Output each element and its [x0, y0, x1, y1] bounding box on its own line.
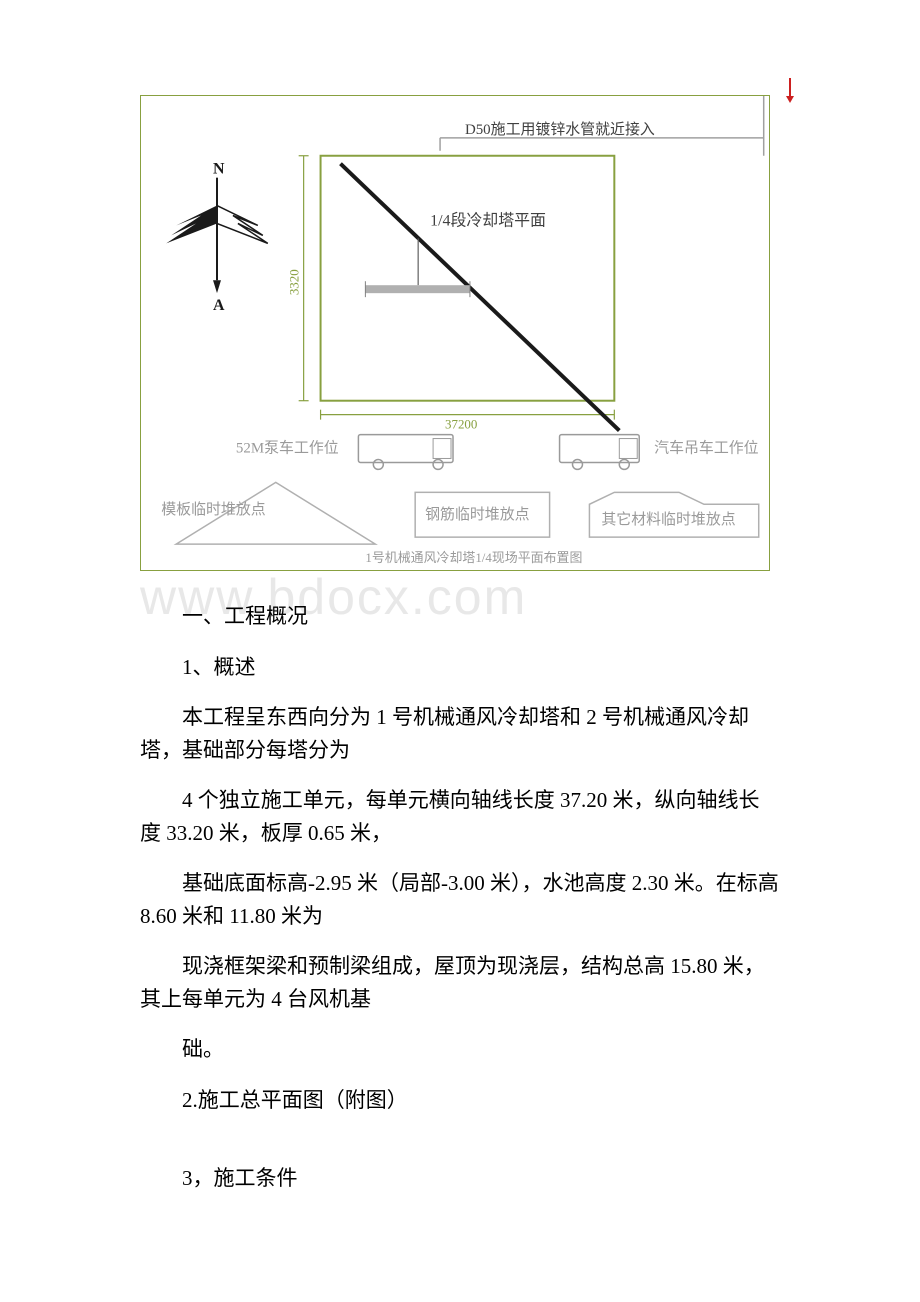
- site-plan-diagram: D50施工用镀锌水管就近接入 N A 1/4段冷却塔平面 3320 37200: [140, 95, 770, 571]
- formwork-pile: 模板临时堆放点: [161, 482, 375, 544]
- water-pipe-label: D50施工用镀锌水管就近接入: [465, 121, 655, 138]
- rebar-pile-label: 钢筋临时堆放点: [425, 506, 530, 523]
- formwork-pile-label: 模板临时堆放点: [161, 500, 266, 518]
- pump-truck: 52M泵车工作位: [236, 435, 453, 470]
- plan-rect: [321, 156, 615, 401]
- other-pile-label: 其它材料临时堆放点: [601, 510, 735, 528]
- paragraph-2: 4 个独立施工单元，每单元横向轴线长度 37.20 米，纵向轴线长度 33.20…: [140, 784, 780, 849]
- dim-v-label: 3320: [287, 269, 302, 295]
- crane-boom: [340, 164, 619, 431]
- rebar-pile: 钢筋临时堆放点: [415, 492, 549, 537]
- heading-overview: 一、工程概况: [140, 600, 780, 633]
- compass-north: N: [213, 161, 225, 178]
- diagram-svg: D50施工用镀锌水管就近接入 N A 1/4段冷却塔平面 3320 37200: [141, 96, 769, 570]
- subheading-2: 2.施工总平面图（附图）: [140, 1084, 780, 1117]
- dim-h-label: 37200: [445, 417, 477, 432]
- paragraph-5: 础。: [140, 1033, 780, 1066]
- diagram-caption: 1号机械通风冷却塔1/4现场平面布置图: [365, 550, 582, 565]
- plan-rect-label: 1/4段冷却塔平面: [430, 211, 546, 229]
- tick-mark-icon: [780, 78, 800, 103]
- crane-truck: 汽车吊车工作位: [560, 435, 759, 470]
- compass-icon: N A: [166, 161, 268, 314]
- subheading-1: 1、概述: [140, 651, 780, 684]
- paragraph-3: 基础底面标高-2.95 米（局部-3.00 米），水池高度 2.30 米。在标高…: [140, 867, 780, 932]
- paragraph-1: 本工程呈东西向分为 1 号机械通风冷却塔和 2 号机械通风冷却塔，基础部分每塔分…: [140, 701, 780, 766]
- load-bar: [365, 285, 470, 293]
- paragraph-4: 现浇框架梁和预制梁组成，屋顶为现浇层，结构总高 15.80 米，其上每单元为 4…: [140, 950, 780, 1015]
- crane-truck-label: 汽车吊车工作位: [654, 439, 759, 456]
- other-materials-pile: 其它材料临时堆放点: [589, 492, 758, 537]
- document-body: 一、工程概况 1、概述 本工程呈东西向分为 1 号机械通风冷却塔和 2 号机械通…: [140, 600, 780, 1212]
- subheading-3: 3，施工条件: [140, 1162, 780, 1195]
- pump-truck-label: 52M泵车工作位: [236, 439, 339, 456]
- compass-south: A: [213, 297, 225, 314]
